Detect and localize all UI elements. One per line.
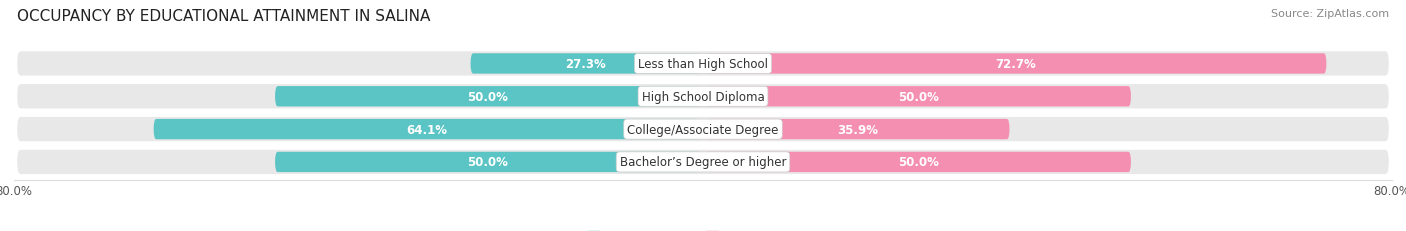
- Text: Bachelor’s Degree or higher: Bachelor’s Degree or higher: [620, 156, 786, 169]
- FancyBboxPatch shape: [471, 54, 700, 74]
- Text: 50.0%: 50.0%: [467, 156, 508, 169]
- FancyBboxPatch shape: [706, 54, 1326, 74]
- FancyBboxPatch shape: [706, 119, 1010, 140]
- Text: 72.7%: 72.7%: [995, 58, 1036, 71]
- FancyBboxPatch shape: [706, 87, 1130, 107]
- Text: 50.0%: 50.0%: [898, 90, 939, 103]
- Text: OCCUPANCY BY EDUCATIONAL ATTAINMENT IN SALINA: OCCUPANCY BY EDUCATIONAL ATTAINMENT IN S…: [17, 9, 430, 24]
- Text: College/Associate Degree: College/Associate Degree: [627, 123, 779, 136]
- Text: 64.1%: 64.1%: [406, 123, 447, 136]
- Legend: Owner-occupied, Renter-occupied: Owner-occupied, Renter-occupied: [582, 226, 824, 231]
- FancyBboxPatch shape: [17, 150, 1389, 174]
- Text: High School Diploma: High School Diploma: [641, 90, 765, 103]
- FancyBboxPatch shape: [706, 152, 1130, 172]
- Text: 50.0%: 50.0%: [467, 90, 508, 103]
- FancyBboxPatch shape: [153, 119, 700, 140]
- Text: 27.3%: 27.3%: [565, 58, 606, 71]
- FancyBboxPatch shape: [276, 87, 700, 107]
- Text: 50.0%: 50.0%: [898, 156, 939, 169]
- Text: Less than High School: Less than High School: [638, 58, 768, 71]
- Text: Source: ZipAtlas.com: Source: ZipAtlas.com: [1271, 9, 1389, 19]
- FancyBboxPatch shape: [17, 85, 1389, 109]
- Text: 35.9%: 35.9%: [837, 123, 879, 136]
- FancyBboxPatch shape: [276, 152, 700, 172]
- FancyBboxPatch shape: [17, 117, 1389, 142]
- FancyBboxPatch shape: [17, 52, 1389, 76]
